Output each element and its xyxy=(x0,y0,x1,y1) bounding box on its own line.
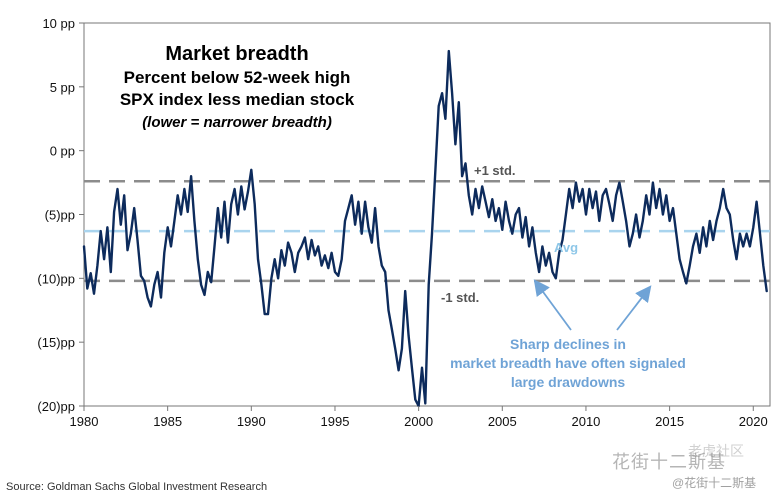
avg-label: Avg xyxy=(554,240,578,255)
annotation-line-1: Sharp declines in xyxy=(510,336,626,352)
watermark-top: 老虎社区 xyxy=(688,443,744,459)
chart-subtitle-3: (lower = narrower breadth) xyxy=(142,114,332,131)
y-axis: 10 pp 5 pp 0 pp (5)pp (10)pp (15)pp (20)pp xyxy=(37,16,84,414)
x-tick-label: 2010 xyxy=(571,414,600,429)
x-axis: 1980 1985 1990 1995 2000 2005 2010 2015 2020 xyxy=(70,406,768,429)
annotation-arrow-2016 xyxy=(616,285,652,331)
plus-one-std-label: +1 std. xyxy=(474,163,516,178)
y-tick-label: (5)pp xyxy=(45,208,75,223)
y-tick-label: 0 pp xyxy=(50,144,75,159)
source-note: Source: Goldman Sachs Global Investment … xyxy=(6,481,268,493)
y-tick-label: 10 pp xyxy=(42,16,75,31)
reference-lines xyxy=(84,180,770,283)
x-tick-label: 2000 xyxy=(404,414,433,429)
x-tick-label: 1990 xyxy=(237,414,266,429)
minus-one-std-label: -1 std. xyxy=(441,290,479,305)
chart-title: Market breadth xyxy=(165,43,308,65)
y-tick-label: 5 pp xyxy=(50,80,75,95)
series-line-0 xyxy=(82,49,768,408)
y-tick-label: (20)pp xyxy=(37,399,75,414)
series-layer xyxy=(82,49,768,408)
x-tick-label: 2020 xyxy=(739,414,768,429)
watermark: 花街十二斯基 xyxy=(612,452,726,472)
y-tick-label: (15)pp xyxy=(37,335,75,350)
x-tick-label: 2005 xyxy=(488,414,517,429)
x-tick-label: 1985 xyxy=(153,414,182,429)
annotation-line-3: large drawdowns xyxy=(511,374,626,390)
x-tick-label: 1980 xyxy=(70,414,99,429)
watermark-small: @花街十二斯基 xyxy=(672,476,757,490)
chart-area: 10 pp 5 pp 0 pp (5)pp (10)pp (15)pp (20)pp 198… xyxy=(37,16,771,429)
chart-subtitle-1: Percent below 52-week high xyxy=(124,68,351,87)
y-tick-label: (10)pp xyxy=(37,271,75,286)
x-tick-label: 1995 xyxy=(321,414,350,429)
annotation-line-2: market breadth have often signaled xyxy=(450,355,686,371)
annotation-arrow-2008 xyxy=(533,279,572,331)
x-tick-label: 2015 xyxy=(655,414,684,429)
chart-subtitle-2: SPX index less median stock xyxy=(120,90,355,109)
